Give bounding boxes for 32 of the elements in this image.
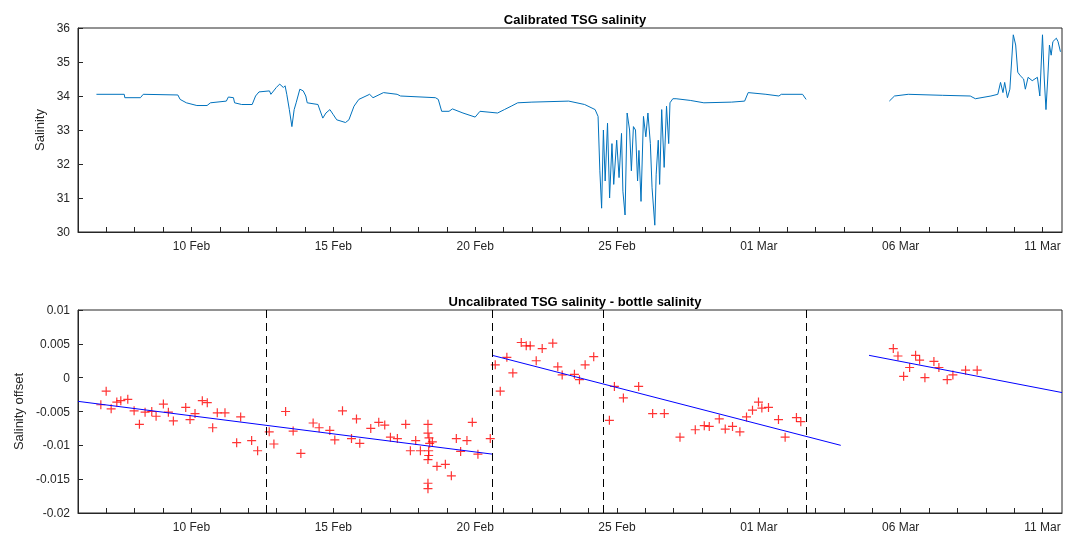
y-tick-label: 34	[56, 89, 71, 103]
x-tick-label: 06 Mar	[881, 520, 920, 534]
chart-title: Uncalibrated TSG salinity - bottle salinity	[448, 294, 703, 309]
x-tick-label: 11 Mar	[1024, 239, 1061, 253]
x-tick-label: 01 Mar	[740, 520, 778, 534]
x-tick-label: 10 Feb	[172, 239, 211, 253]
y-tick-label: 36	[56, 21, 71, 35]
x-tick-label: 06 Mar	[881, 239, 920, 253]
x-tick-label: 15 Feb	[314, 520, 353, 534]
y-tick-label: 32	[56, 157, 71, 171]
y-tick-label: 0.01	[46, 303, 71, 317]
y-tick-label: -0.01	[42, 438, 71, 453]
x-tick-label: 20 Feb	[456, 239, 495, 253]
y-tick-label: 0.005	[39, 336, 71, 351]
y-tick-label: 0	[63, 370, 71, 385]
y-tick-label: -0.02	[42, 506, 71, 520]
chart-title: Calibrated TSG salinity	[503, 12, 647, 27]
y-tick-label: 35	[56, 55, 71, 69]
y-axis-title: Salinity offset	[11, 372, 27, 451]
y-tick-label: 30	[56, 225, 71, 239]
y-tick-label: 31	[56, 191, 71, 205]
y-tick-label: -0.005	[35, 404, 71, 419]
y-tick-label: -0.015	[35, 472, 71, 487]
x-tick-label: 15 Feb	[314, 239, 353, 253]
x-tick-label: 20 Feb	[456, 520, 495, 534]
x-tick-label: 11 Mar	[1024, 520, 1061, 534]
y-tick-label: 33	[56, 123, 71, 137]
x-tick-label: 25 Feb	[598, 239, 636, 253]
x-tick-label: 01 Mar	[740, 239, 778, 253]
y-axis-title: Salinity	[31, 108, 47, 151]
x-tick-label: 25 Feb	[598, 520, 636, 534]
x-tick-label: 10 Feb	[172, 520, 211, 534]
